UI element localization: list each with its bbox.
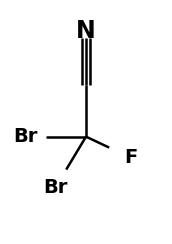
Text: N: N xyxy=(76,19,96,42)
Text: Br: Br xyxy=(43,178,67,197)
Text: F: F xyxy=(124,148,137,167)
Text: Br: Br xyxy=(14,127,38,146)
